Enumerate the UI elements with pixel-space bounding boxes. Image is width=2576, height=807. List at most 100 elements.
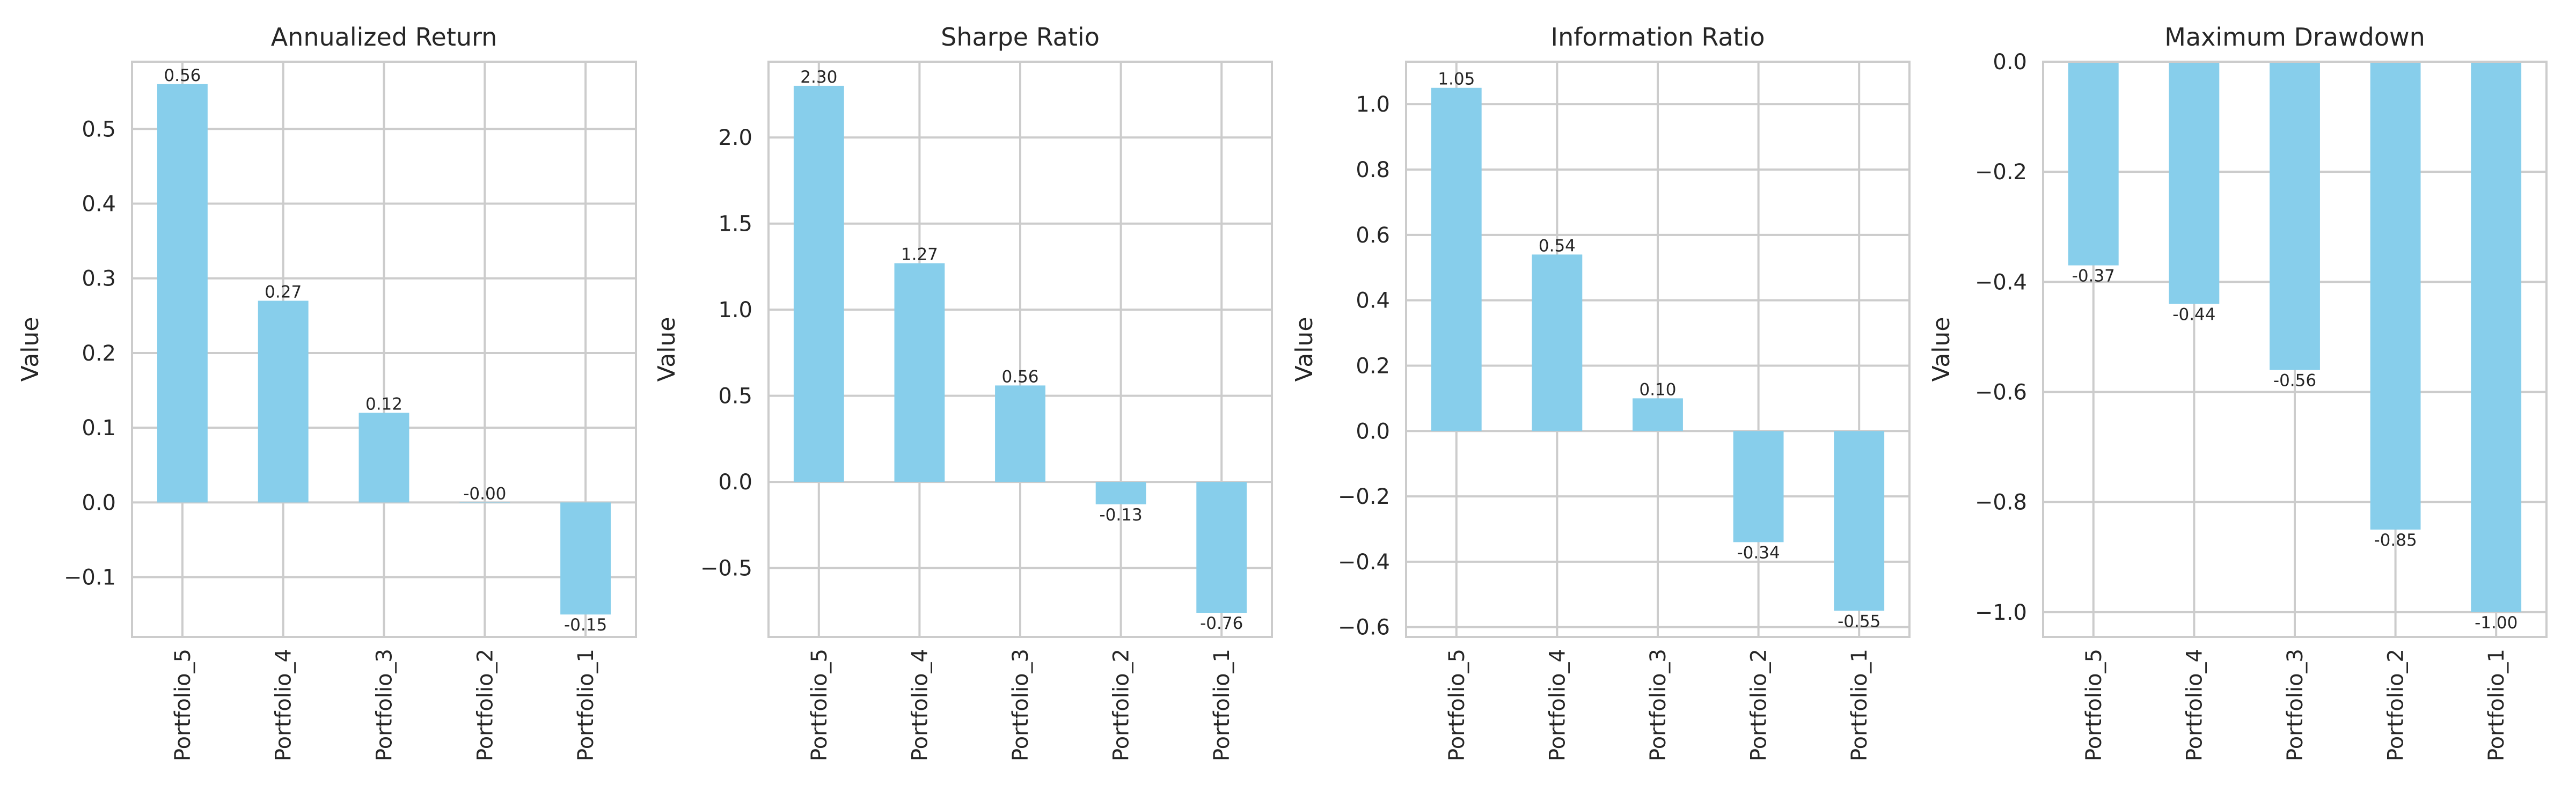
- y-tick-label: 1.0: [718, 298, 752, 322]
- y-tick-label: −0.6: [1338, 615, 1390, 640]
- data-label: -0.13: [1099, 505, 1142, 525]
- plot-frame: [1405, 61, 1911, 638]
- data-label: -0.15: [564, 615, 607, 635]
- y-tick-label: 0.0: [1993, 50, 2027, 75]
- bar-portfolio-2: [1733, 431, 1784, 542]
- chart-panel-3: 1.05 0.54 0.10 -0.34 -0.55 −0.6 −0.4 −0.2 0.0 0.2…: [1291, 23, 1911, 761]
- bar-portfolio-5: [2068, 62, 2119, 266]
- plot-frame: [767, 61, 1273, 638]
- data-label: -0.55: [1838, 612, 1880, 631]
- data-label: -0.37: [2072, 267, 2115, 286]
- data-label: 1.05: [1438, 70, 1475, 89]
- x-tick-label: Portfolio_4: [272, 649, 296, 761]
- data-label: -0.00: [463, 484, 506, 503]
- y-axis-label: Value: [1291, 317, 1318, 382]
- x-tick-label: Portfolio_3: [2283, 649, 2308, 761]
- y-tick-label: 0.4: [82, 192, 116, 217]
- x-tick-label: Portfolio_4: [2182, 649, 2207, 761]
- data-label: -0.34: [1737, 543, 1780, 562]
- y-tick-label: −0.4: [1975, 270, 2027, 295]
- chart-title: Annualized Return: [271, 23, 497, 52]
- y-tick-label: −0.2: [1975, 160, 2027, 185]
- y-tick-label: −0.4: [1338, 550, 1390, 575]
- x-tick-label: Portfolio_2: [473, 649, 497, 761]
- y-axis-label: Value: [17, 317, 44, 382]
- y-tick-label: 0.1: [82, 416, 116, 441]
- y-tick-label: −0.5: [700, 556, 752, 581]
- x-tick-label: Portfolio_5: [171, 649, 195, 761]
- bar-portfolio-5: [157, 84, 208, 503]
- y-tick-label: 0.4: [1356, 289, 1390, 313]
- bar-portfolio-2: [1095, 482, 1146, 504]
- bar-portfolio-3: [1633, 398, 1683, 431]
- y-tick-label: 0.3: [82, 267, 116, 291]
- y-tick-label: 1.5: [718, 212, 752, 237]
- x-tick-label: Portfolio_5: [1445, 649, 1469, 761]
- y-tick-label: 0.5: [718, 384, 752, 409]
- x-tick-label: Portfolio_5: [807, 649, 832, 761]
- data-label: -0.44: [2172, 305, 2215, 324]
- chart-panel-4: -0.37 -0.44 -0.56 -0.85 -1.00 −1.0 −0.8 −0.6 −0.…: [1928, 23, 2548, 761]
- x-tick-label: Portfolio_3: [1008, 649, 1033, 761]
- x-tick-label: Portfolio_1: [1847, 649, 1872, 761]
- data-label: 0.27: [265, 283, 302, 302]
- data-label: 1.27: [901, 245, 938, 265]
- data-label: 0.10: [1639, 380, 1676, 399]
- data-label: -0.85: [2374, 531, 2417, 550]
- x-tick-label: Portfolio_1: [1210, 649, 1234, 761]
- y-tick-label: −0.1: [64, 566, 116, 590]
- data-label: -0.56: [2273, 371, 2316, 390]
- x-tick-label: Portfolio_4: [908, 649, 932, 761]
- bar-portfolio-2: [459, 502, 510, 503]
- x-tick-label: Portfolio_1: [2484, 649, 2509, 761]
- y-tick-label: 0.5: [82, 117, 116, 142]
- chart-title: Information Ratio: [1551, 23, 1765, 52]
- y-axis-label: Value: [653, 317, 680, 382]
- chart-title: Sharpe Ratio: [941, 23, 1100, 52]
- bar-portfolio-4: [894, 263, 945, 482]
- y-tick-label: 2.0: [718, 126, 752, 150]
- data-label: 0.56: [164, 66, 201, 85]
- bar-portfolio-1: [2471, 62, 2522, 612]
- plot-frame: [2042, 61, 2548, 638]
- chart-panel-2: 2.30 1.27 0.56 -0.13 -0.76 −0.5 0.0 0.5 1.0 1.5 2.…: [653, 23, 1273, 761]
- x-tick-label: Portfolio_2: [1747, 649, 1772, 761]
- x-tick-label: Portfolio_2: [2384, 649, 2409, 761]
- y-tick-label: 0.8: [1356, 158, 1390, 182]
- y-tick-label: 0.0: [718, 470, 752, 495]
- chart-panel-1: 0.56 0.27 0.12 -0.00 -0.15 −0.1 0.0 0.1 0.2 0.3 0.…: [17, 23, 637, 761]
- bar-portfolio-3: [995, 385, 1045, 482]
- y-tick-label: −0.8: [1975, 490, 2027, 515]
- y-tick-label: 1.0: [1356, 92, 1390, 117]
- bar-portfolio-1: [1834, 431, 1885, 611]
- y-axis-label: Value: [1928, 317, 1955, 382]
- y-tick-label: 0.6: [1356, 223, 1390, 248]
- bar-portfolio-5: [793, 85, 844, 482]
- bar-portfolio-4: [1532, 254, 1583, 431]
- data-label: 0.56: [1001, 367, 1038, 386]
- y-tick-label: 0.2: [1356, 354, 1390, 378]
- data-label: 2.30: [800, 68, 837, 87]
- data-label: 0.12: [365, 394, 402, 414]
- bar-portfolio-3: [2270, 62, 2320, 370]
- x-tick-label: Portfolio_5: [2082, 649, 2106, 761]
- y-tick-label: 0.0: [82, 490, 116, 515]
- plot-frame: [131, 61, 637, 638]
- data-label: -0.76: [1200, 614, 1243, 633]
- bar-portfolio-4: [258, 300, 309, 503]
- y-tick-label: −0.2: [1338, 485, 1390, 509]
- y-tick-label: −0.6: [1975, 380, 2027, 405]
- bar-portfolio-5: [1431, 87, 1482, 431]
- x-tick-label: Portfolio_3: [1646, 649, 1671, 761]
- data-label: 0.54: [1539, 236, 1576, 255]
- y-tick-label: −1.0: [1975, 600, 2027, 625]
- bar-portfolio-2: [2370, 62, 2421, 530]
- x-tick-label: Portfolio_2: [1109, 649, 1134, 761]
- bar-portfolio-1: [560, 502, 611, 615]
- x-tick-label: Portfolio_4: [1545, 649, 1570, 761]
- data-label: -1.00: [2475, 613, 2518, 633]
- bar-portfolio-1: [1196, 482, 1247, 613]
- x-tick-label: Portfolio_3: [372, 649, 397, 761]
